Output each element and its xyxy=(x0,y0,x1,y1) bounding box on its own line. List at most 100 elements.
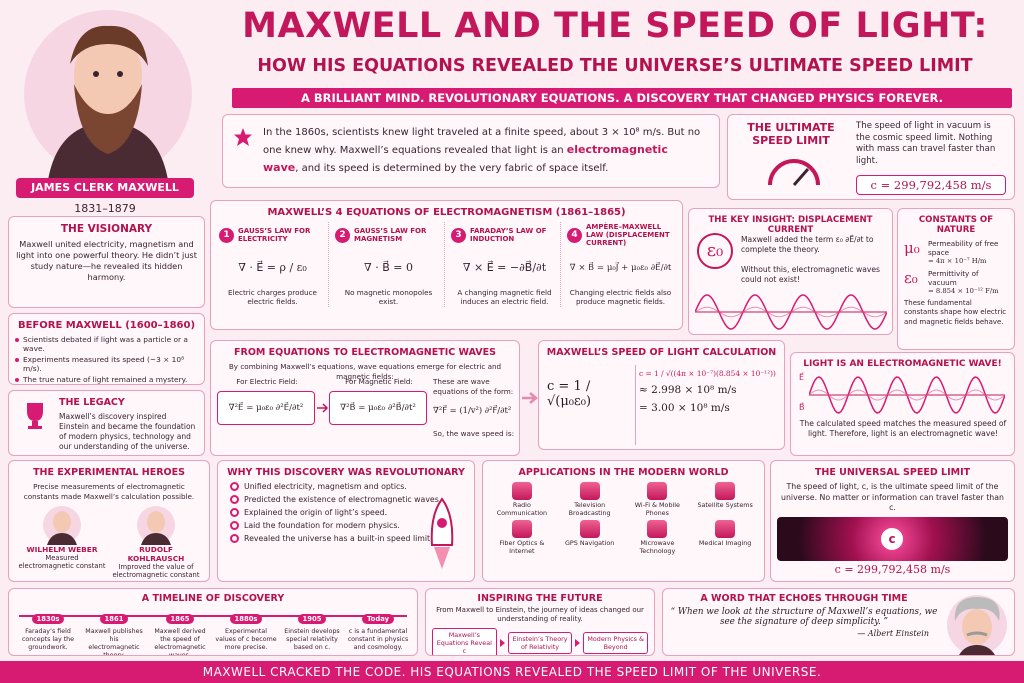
hero-name: RUDOLF KOHLRAUSCH xyxy=(127,545,185,564)
inspiring-text: From Maxwell to Einstein, the journey of… xyxy=(436,606,644,624)
universal-panel: THE UNIVERSAL SPEED LIMIT The speed of l… xyxy=(770,460,1015,582)
bullet: The true nature of light remained a myst… xyxy=(15,375,198,384)
revolutionary-item: Revealed the universe has a built-in spe… xyxy=(230,534,468,543)
einstein-illustration xyxy=(947,595,1007,655)
light-tunnel: c xyxy=(777,517,1008,561)
equations-title: MAXWELL’S 4 EQUATIONS OF ELECTROMAGNETIS… xyxy=(267,207,626,218)
timeline-events: 1830s Faraday’s field concepts lay the gr… xyxy=(15,606,411,655)
timeline-year: 1905 xyxy=(297,614,327,624)
constants-list: μ₀ Permeability of free space = 4π × 10⁻⁷ … xyxy=(904,239,1008,295)
divider xyxy=(635,365,636,445)
check-icon xyxy=(230,482,239,491)
c-badge: c xyxy=(881,528,903,550)
hero-description: Measured electromagnetic constant xyxy=(18,554,106,571)
magnetic-equation: ∇²B⃗ = μ₀ε₀ ∂²B⃗/∂t² xyxy=(329,391,427,425)
application: GPS Navigation xyxy=(557,520,623,555)
application-label: Microwave Technology xyxy=(639,539,676,556)
constant-value: = 4π × 10⁻⁷ H/m xyxy=(928,257,987,265)
application-icon xyxy=(511,482,532,500)
timeline-year: 1830s xyxy=(31,614,65,624)
application-label: Fiber Optics & Internet xyxy=(499,539,545,556)
constant-symbol: μ₀ xyxy=(904,239,920,257)
before-title: BEFORE MAXWELL (1600–1860) xyxy=(17,320,196,331)
light-wave-title: LIGHT IS AN ELECTROMAGNETIC WAVE! xyxy=(803,359,1002,369)
equation-number: 3 xyxy=(451,227,466,243)
revolutionary-text: Predicted the existence of electromagnet… xyxy=(244,495,442,504)
calculation-steps: c = 1 / √((4π × 10⁻⁷)(8.854 × 10⁻¹²)) ≈ 2… xyxy=(639,365,781,420)
bullet-text: Scientists debated if light was a partic… xyxy=(23,335,188,353)
equation-description: A changing magnetic field induces an ele… xyxy=(457,288,552,307)
equations-panel: MAXWELL’S 4 EQUATIONS OF ELECTROMAGNETIS… xyxy=(210,200,683,330)
arrow xyxy=(317,403,329,413)
constant-name: Permittivity of vacuum xyxy=(928,269,979,287)
legacy-title: THE LEGACY xyxy=(59,397,125,408)
inspiring-title: INSPIRING THE FUTURE xyxy=(477,593,603,604)
application-icon xyxy=(579,482,600,500)
speedometer-icon xyxy=(768,159,820,186)
calculation-step: c = 1 / √((4π × 10⁻⁷)(8.854 × 10⁻¹²)) xyxy=(639,369,776,378)
check-icon xyxy=(230,495,239,504)
bullet-text: Experiments measured its speed (~3 × 10⁸… xyxy=(23,355,185,373)
equation-header: 1 GAUSS’S LAW FOR ELECTRICITY xyxy=(219,222,326,248)
ultimate-value: c = 299,792,458 m/s xyxy=(856,175,1006,195)
application-label: Satellite Systems xyxy=(697,501,753,509)
inspiring-panel: INSPIRING THE FUTURE From Maxwell to Ein… xyxy=(425,588,655,656)
footer: MAXWELL CRACKED THE CODE. HIS EQUATIONS … xyxy=(0,661,1024,683)
speed-label: So, the wave speed is: xyxy=(433,429,515,438)
applications-title: APPLICATIONS IN THE MODERN WORLD xyxy=(518,467,729,478)
intro-panel: In the 1860s, scientists knew light trav… xyxy=(222,114,720,188)
arrow xyxy=(522,392,538,404)
timeline-year: 1865 xyxy=(165,614,195,624)
quote-panel: A WORD THAT ECHOES THROUGH TIME “ When w… xyxy=(662,588,1015,656)
arrow xyxy=(575,638,581,647)
key-insight-text: Maxwell added the term ε₀ ∂E⃗/∂t to comp… xyxy=(741,235,874,255)
equation-name: GAUSS’S LAW FOR ELECTRICITY xyxy=(238,227,311,243)
constant-symbol: ε₀ xyxy=(904,269,918,287)
timeline-event: Today c is a fundamental constant in phys… xyxy=(345,606,411,655)
quote-title: A WORD THAT ECHOES THROUGH TIME xyxy=(700,593,908,604)
key-insight-panel: THE KEY INSIGHT: DISPLACEMENT CURRENT ε₀… xyxy=(688,208,893,335)
calculation-title: MAXWELL’S SPEED OF LIGHT CALCULATION xyxy=(546,347,777,358)
application: Microwave Technology xyxy=(625,520,691,555)
light-wave-text: The calculated speed matches the measure… xyxy=(799,419,1007,439)
portrait-name: JAMES CLERK MAXWELL xyxy=(16,178,194,198)
timeline-text: Faraday’s field concepts lay the groundw… xyxy=(21,628,75,651)
revolutionary-text: Explained the origin of light’s speed. xyxy=(244,508,388,517)
application-label: Radio Communication xyxy=(496,501,548,517)
equation-header: 2 GAUSS’S LAW FOR MAGNETISM xyxy=(335,222,442,248)
application: Wi-Fi & Mobile Phones xyxy=(625,482,691,517)
electric-equation: ∇²E⃗ = μ₀ε₀ ∂²E⃗/∂t² xyxy=(217,391,315,425)
applications-panel: APPLICATIONS IN THE MODERN WORLD Radio C… xyxy=(482,460,765,582)
equation-header: 3 FARADAY’S LAW OF INDUCTION xyxy=(451,222,558,248)
revolutionary-text: Revealed the universe has a built-in spe… xyxy=(244,534,433,543)
revolutionary-text: Unified electricity, magnetism and optic… xyxy=(244,482,407,491)
application-icon xyxy=(715,482,736,500)
revolutionary-item: Explained the origin of light’s speed. xyxy=(230,508,468,517)
universal-value: c = 299,792,458 m/s xyxy=(834,563,951,576)
revolutionary-list: Unified electricity, magnetism and optic… xyxy=(224,482,468,543)
inspiring-step: Maxwell’s Equations Reveal c xyxy=(432,627,497,655)
timeline-event: 1880s Experimental values of c become mor… xyxy=(213,606,279,655)
hero-portrait xyxy=(43,506,81,546)
legacy-text: Maxwell’s discovery inspired Einstein an… xyxy=(59,412,196,452)
wave-illustration xyxy=(695,294,887,330)
timeline-title: A TIMELINE OF DISCOVERY xyxy=(141,593,285,604)
tagline: A BRILLIANT MIND. REVOLUTIONARY EQUATION… xyxy=(232,88,1012,108)
equation-card: 2 GAUSS’S LAW FOR MAGNETISM ∇ · B⃗ = 0 No m… xyxy=(333,222,445,307)
timeline-text: c is a fundamental constant in physics a… xyxy=(347,628,409,651)
axis-label: E⃗ xyxy=(799,373,805,382)
equation-header: 4 AMPÈRE–MAXWELL LAW (DISPLACEMENT CURREN… xyxy=(567,222,674,248)
star-icon xyxy=(234,128,252,146)
calculation-step: ≈ 2.998 × 10⁸ m/s xyxy=(639,384,737,396)
constants-note: These fundamental constants shape how el… xyxy=(904,299,1007,326)
equation-card: 3 FARADAY’S LAW OF INDUCTION ∇ × E⃗ = −∂B⃗… xyxy=(449,222,561,307)
hero-name: WILHELM WEBER xyxy=(26,545,98,555)
key-insight-title: THE KEY INSIGHT: DISPLACEMENT CURRENT xyxy=(708,215,873,235)
timeline-event: 1861 Maxwell publishes his electromagneti… xyxy=(81,606,147,655)
arrow xyxy=(499,638,505,647)
quote-attribution: — Albert Einstein xyxy=(857,629,929,638)
constant: μ₀ Permeability of free space = 4π × 10⁻⁷ … xyxy=(904,239,1008,265)
revolutionary-item: Laid the foundation for modern physics. xyxy=(230,521,468,530)
constant-body: Permittivity of vacuum = 8.854 × 10⁻¹² F/… xyxy=(928,269,1008,295)
